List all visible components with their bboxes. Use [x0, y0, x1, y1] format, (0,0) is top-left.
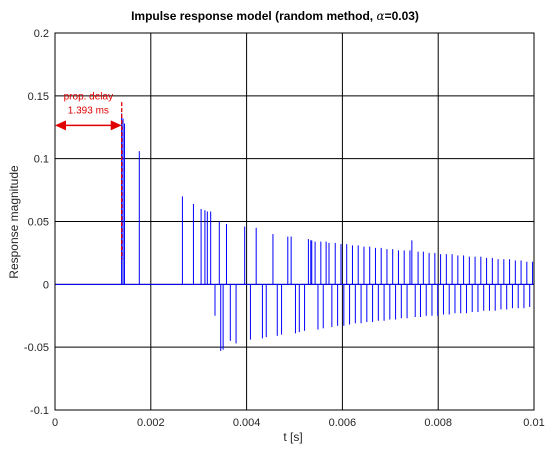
y-tick-label-5: 0.15	[28, 91, 49, 103]
x-tick-label-1: 0.002	[137, 417, 165, 429]
delay-label-line1: prop. delay	[64, 92, 113, 103]
plot-area-frame	[54, 32, 535, 411]
delay-label-line2: 1.393 ms	[68, 105, 109, 116]
chart-title-tail: =0.03)	[385, 9, 419, 23]
x-tick-label-5: 0.01	[523, 417, 544, 429]
grid-lines	[54, 32, 535, 411]
y-tick-label-3: 0.05	[28, 217, 49, 229]
x-tick-label-3: 0.006	[329, 417, 357, 429]
delay-arrow-head-left	[55, 120, 66, 131]
x-tick-label-4: 0.008	[424, 417, 452, 429]
y-axis-label: Response magnitude	[7, 165, 21, 279]
y-tick-label-6: 0.2	[34, 28, 49, 40]
x-tick-label-0: 0	[52, 417, 58, 429]
chart-title-main: Impulse response model (random method,	[131, 9, 373, 23]
x-tick-label-2: 0.004	[233, 417, 261, 429]
y-tick-labels: -0.1 -0.05 0 0.05 0.1 0.15 0.2	[24, 28, 49, 417]
y-tick-label-2: 0	[43, 279, 49, 291]
propagation-delay-annotation: prop. delay 1.393 ms	[55, 92, 123, 260]
y-tick-label-4: 0.1	[34, 154, 49, 166]
chart-title-alpha: α	[376, 9, 384, 23]
x-axis-label: t [s]	[283, 430, 302, 444]
x-tick-labels: 0 0.002 0.004 0.006 0.008 0.01	[52, 417, 545, 429]
y-tick-label-1: -0.05	[24, 342, 49, 354]
y-tick-label-0: -0.1	[30, 405, 49, 417]
delay-arrow-head-right	[110, 120, 122, 131]
chart-title: Impulse response model (random method, α…	[131, 9, 419, 23]
impulse-series	[121, 113, 534, 351]
